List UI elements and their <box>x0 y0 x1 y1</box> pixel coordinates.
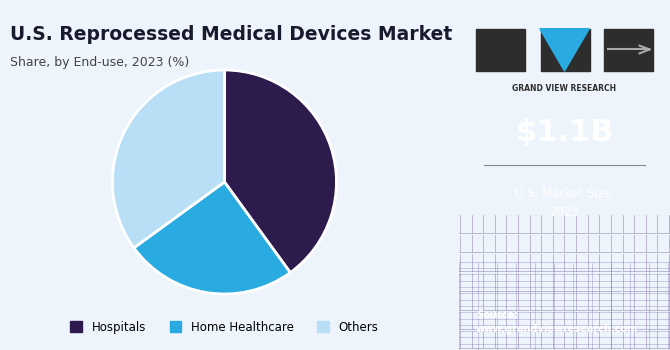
Wedge shape <box>113 70 224 248</box>
Bar <box>541 29 590 71</box>
Text: U.S. Market Size,
2023: U.S. Market Size, 2023 <box>515 188 614 218</box>
Text: $1.1B: $1.1B <box>515 119 614 147</box>
Legend: Hospitals, Home Healthcare, Others: Hospitals, Home Healthcare, Others <box>66 316 383 338</box>
Text: Source:
www.grandviewresearch.com: Source: www.grandviewresearch.com <box>476 310 638 334</box>
Wedge shape <box>134 182 290 294</box>
Text: Share, by End-use, 2023 (%): Share, by End-use, 2023 (%) <box>10 56 190 69</box>
Bar <box>476 29 525 71</box>
Wedge shape <box>224 70 336 273</box>
Polygon shape <box>540 29 589 71</box>
Text: GRAND VIEW RESEARCH: GRAND VIEW RESEARCH <box>513 84 616 93</box>
Bar <box>604 29 653 71</box>
Text: U.S. Reprocessed Medical Devices Market: U.S. Reprocessed Medical Devices Market <box>10 25 452 43</box>
